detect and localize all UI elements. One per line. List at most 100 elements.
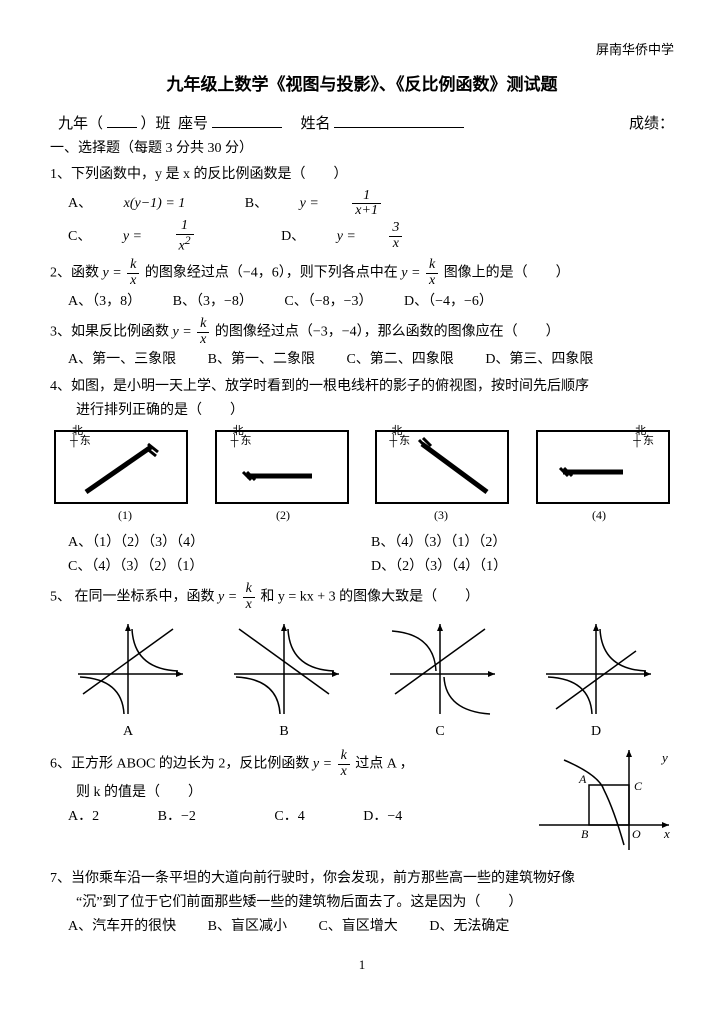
header-school: 屏南华侨中学	[50, 40, 674, 61]
q1-opt-a[interactable]: A、 x(y−1) = 1	[68, 193, 213, 215]
q1-a-expr: x(y−1) = 1	[124, 193, 186, 215]
q2-opt-c[interactable]: C、（−8，−3）	[284, 291, 372, 313]
q6-stem: 6、正方形 ABOC 的边长为 2，反比例函数 y = kx 过点 A ，	[50, 749, 528, 779]
q5-stem-a: 5、 在同一坐标系中，函数	[50, 590, 218, 605]
q7-opt-c[interactable]: C、盲区增大	[318, 916, 397, 938]
q1-opt-b[interactable]: B、 y = 1x+1	[245, 189, 437, 219]
q2-opt-a[interactable]: A、（3，8）	[68, 291, 141, 313]
q4-stem: 4、如图，是小明一天上学、放学时看到的一根电线杆的影子的俯视图，按时间先后顺序	[50, 376, 674, 398]
q2-opt-b[interactable]: B、（3，−8）	[173, 291, 253, 313]
q6-opt-d[interactable]: D．−4	[363, 806, 402, 828]
q3-opt-b[interactable]: B、第一、二象限	[208, 349, 315, 371]
q6-opt-c[interactable]: C．4	[274, 806, 304, 828]
compass-2: ┼北东	[231, 436, 252, 447]
q5-stem: 5、 在同一坐标系中，函数 y = kx 和 y = kx + 3 的图像大致是…	[50, 582, 674, 612]
q4-opt-c[interactable]: C、（4）（3）（2）（1）	[68, 556, 343, 578]
q2-stem-a: 2、函数	[50, 266, 103, 281]
q2-expr2: y =	[401, 266, 420, 281]
q4-fig-labels: (1) (2) (3) (4)	[60, 506, 664, 525]
q2-opt-d[interactable]: D、（−4，−6）	[404, 291, 493, 313]
q1-c-expr: y =	[123, 226, 142, 248]
q5-stem-b: 和 y = kx + 3 的图像大致是（ ）	[260, 590, 479, 605]
q7-stem2: “沉”到了位于它们前面那些矮一些的建筑物后面去了。这是因为（ ）	[76, 892, 674, 914]
compass-3: ┼北东	[389, 436, 410, 447]
q3-frac: kx	[197, 317, 209, 347]
q5-label-d: D	[526, 721, 666, 743]
seat-label: 座号	[178, 116, 208, 132]
q2-stem-c: 图像上的是（ ）	[444, 266, 570, 281]
q7-opt-a[interactable]: A、汽车开的很快	[68, 916, 176, 938]
q5-graph-d: D	[526, 619, 666, 743]
q6-line2: 则 k 的值是（ ）	[76, 782, 528, 804]
q5-label-b: B	[214, 721, 354, 743]
q3-expr: y =	[173, 324, 192, 339]
q7-stem: 7、当你乘车沿一条平坦的大道向前行驶时，你会发现，前方那些高一些的建筑物好像	[50, 868, 674, 890]
score-label: 成绩：	[629, 116, 674, 132]
svg-text:B: B	[581, 827, 589, 841]
q1-stem: 1、下列函数中，y 是 x 的反比例函数是（ ）	[50, 164, 674, 186]
q1-opt-c[interactable]: C、 y = 1x2	[68, 219, 250, 254]
q1-b-pre: B、	[245, 193, 268, 215]
name-blank[interactable]	[334, 113, 464, 128]
name-label: 姓名	[301, 116, 331, 132]
compass-4: ┼北东	[633, 436, 654, 447]
q4-opt-a[interactable]: A、（1）（2）（3）（4）	[68, 532, 343, 554]
q1-a-pre: A、	[68, 193, 92, 215]
q4-figlabel-2: (2)	[218, 506, 348, 525]
q5-label-a: A	[58, 721, 198, 743]
q4-opt-b[interactable]: B、（4）（3）（1）（2）	[371, 532, 646, 554]
q1-d-expr: y =	[337, 226, 356, 248]
section-1-heading: 一、选择题（每题 3 分共 30 分）	[50, 138, 674, 160]
q1-options: A、 x(y−1) = 1 B、 y = 1x+1 C、 y = 1x2 D、 …	[68, 189, 674, 254]
q4-fig-4: ┼北东	[536, 430, 670, 504]
q1-b-frac: 1x+1	[352, 189, 409, 219]
page-number: 1	[50, 955, 674, 976]
q3-opt-c[interactable]: C、第二、四象限	[346, 349, 453, 371]
q3-opt-d[interactable]: D、第三、四象限	[485, 349, 593, 371]
q7-opt-b[interactable]: B、盲区减小	[208, 916, 287, 938]
q5-graph-b: B	[214, 619, 354, 743]
seat-blank[interactable]	[212, 113, 282, 128]
q4-stem2: 进行排列正确的是（ ）	[76, 400, 674, 422]
q3-stem: 3、如果反比例函数 y = kx 的图像经过点（−3，−4），那么函数的图像应在…	[50, 317, 674, 347]
q5-label-c: C	[370, 721, 510, 743]
q5-expr: y =	[218, 590, 237, 605]
q2-frac1: kx	[127, 258, 139, 288]
q7-options: A、汽车开的很快 B、盲区减小 C、盲区增大 D、无法确定	[68, 916, 674, 938]
q6-frac: kx	[338, 749, 350, 779]
grade-blank[interactable]	[107, 113, 137, 128]
axis-x-label: x	[663, 826, 670, 841]
q4-figlabel-3: (3)	[376, 506, 506, 525]
q6-opt-b[interactable]: B．−2	[158, 806, 196, 828]
q4-opt-d[interactable]: D、（2）（3）（4）（1）	[371, 556, 646, 578]
q5-graph-c: C	[370, 619, 510, 743]
q1-d-frac: 3x	[389, 221, 430, 251]
q2-stem: 2、函数 y = kx 的图象经过点（−4，6），则下列各点中在 y = kx …	[50, 258, 674, 288]
q2-stem-b: 的图象经过点（−4，6），则下列各点中在	[145, 266, 401, 281]
q3-stem-b: 的图像经过点（−3，−4），那么函数的图像应在（ ）	[215, 324, 560, 339]
page-title: 九年级上数学《视图与投影》、《反比例函数》测试题	[50, 71, 674, 98]
q6-expr: y =	[313, 757, 332, 772]
q3-opt-a[interactable]: A、第一、三象限	[68, 349, 176, 371]
q7-opt-d[interactable]: D、无法确定	[429, 916, 509, 938]
q4-fig-2: ┼北东	[215, 430, 349, 504]
q1-b-expr: y =	[300, 193, 319, 215]
q6-stem-a: 6、正方形 ABOC 的边长为 2，反比例函数	[50, 757, 313, 772]
q1-opt-d[interactable]: D、 y = 3x	[281, 221, 458, 251]
q5-graph-a: A	[58, 619, 198, 743]
q6-opt-a[interactable]: A．2	[68, 806, 99, 828]
q4-fig-3: ┼北东	[375, 430, 509, 504]
q5-frac: kx	[243, 582, 255, 612]
q4-fig-1: ┼北东	[54, 430, 188, 504]
grade-prefix: 九年（	[58, 116, 103, 132]
info-line: 九年（ ）班 座号 姓名 成绩：	[58, 112, 674, 136]
q4-figlabel-4: (4)	[534, 506, 664, 525]
q6-options: A．2 B．−2 C．4 D．−4	[68, 806, 528, 828]
q6-stem-b: 过点 A ，	[355, 757, 413, 772]
q3-stem-a: 3、如果反比例函数	[50, 324, 173, 339]
q5-graphs: A B C D	[50, 619, 674, 743]
q6-figure: y x A C B O	[534, 745, 674, 863]
compass-1: ┼北东	[70, 436, 91, 447]
q1-d-pre: D、	[281, 226, 305, 248]
svg-text:C: C	[634, 779, 643, 793]
